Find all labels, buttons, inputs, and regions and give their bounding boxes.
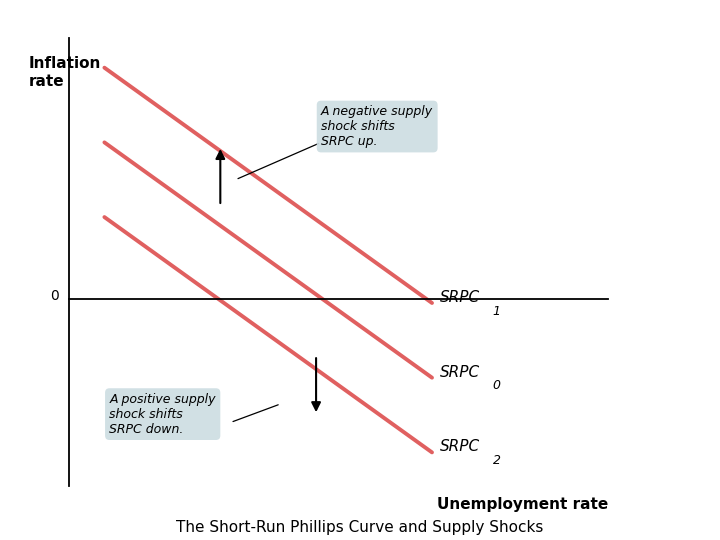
- Text: Unemployment rate: Unemployment rate: [437, 497, 608, 512]
- Text: SRPC: SRPC: [440, 290, 480, 305]
- Text: 2: 2: [492, 454, 500, 467]
- Text: Inflation
rate: Inflation rate: [29, 57, 102, 89]
- Text: SRPC: SRPC: [440, 439, 480, 454]
- Text: 0: 0: [50, 289, 59, 303]
- Text: The Short-Run Phillips Curve and Supply Shocks: The Short-Run Phillips Curve and Supply …: [176, 519, 544, 535]
- Text: SRPC: SRPC: [440, 364, 480, 380]
- Text: 1: 1: [492, 305, 500, 318]
- Text: A negative supply
shock shifts
SRPC up.: A negative supply shock shifts SRPC up.: [321, 105, 433, 148]
- Text: 0: 0: [492, 380, 500, 393]
- Text: A positive supply
shock shifts
SRPC down.: A positive supply shock shifts SRPC down…: [109, 393, 216, 436]
